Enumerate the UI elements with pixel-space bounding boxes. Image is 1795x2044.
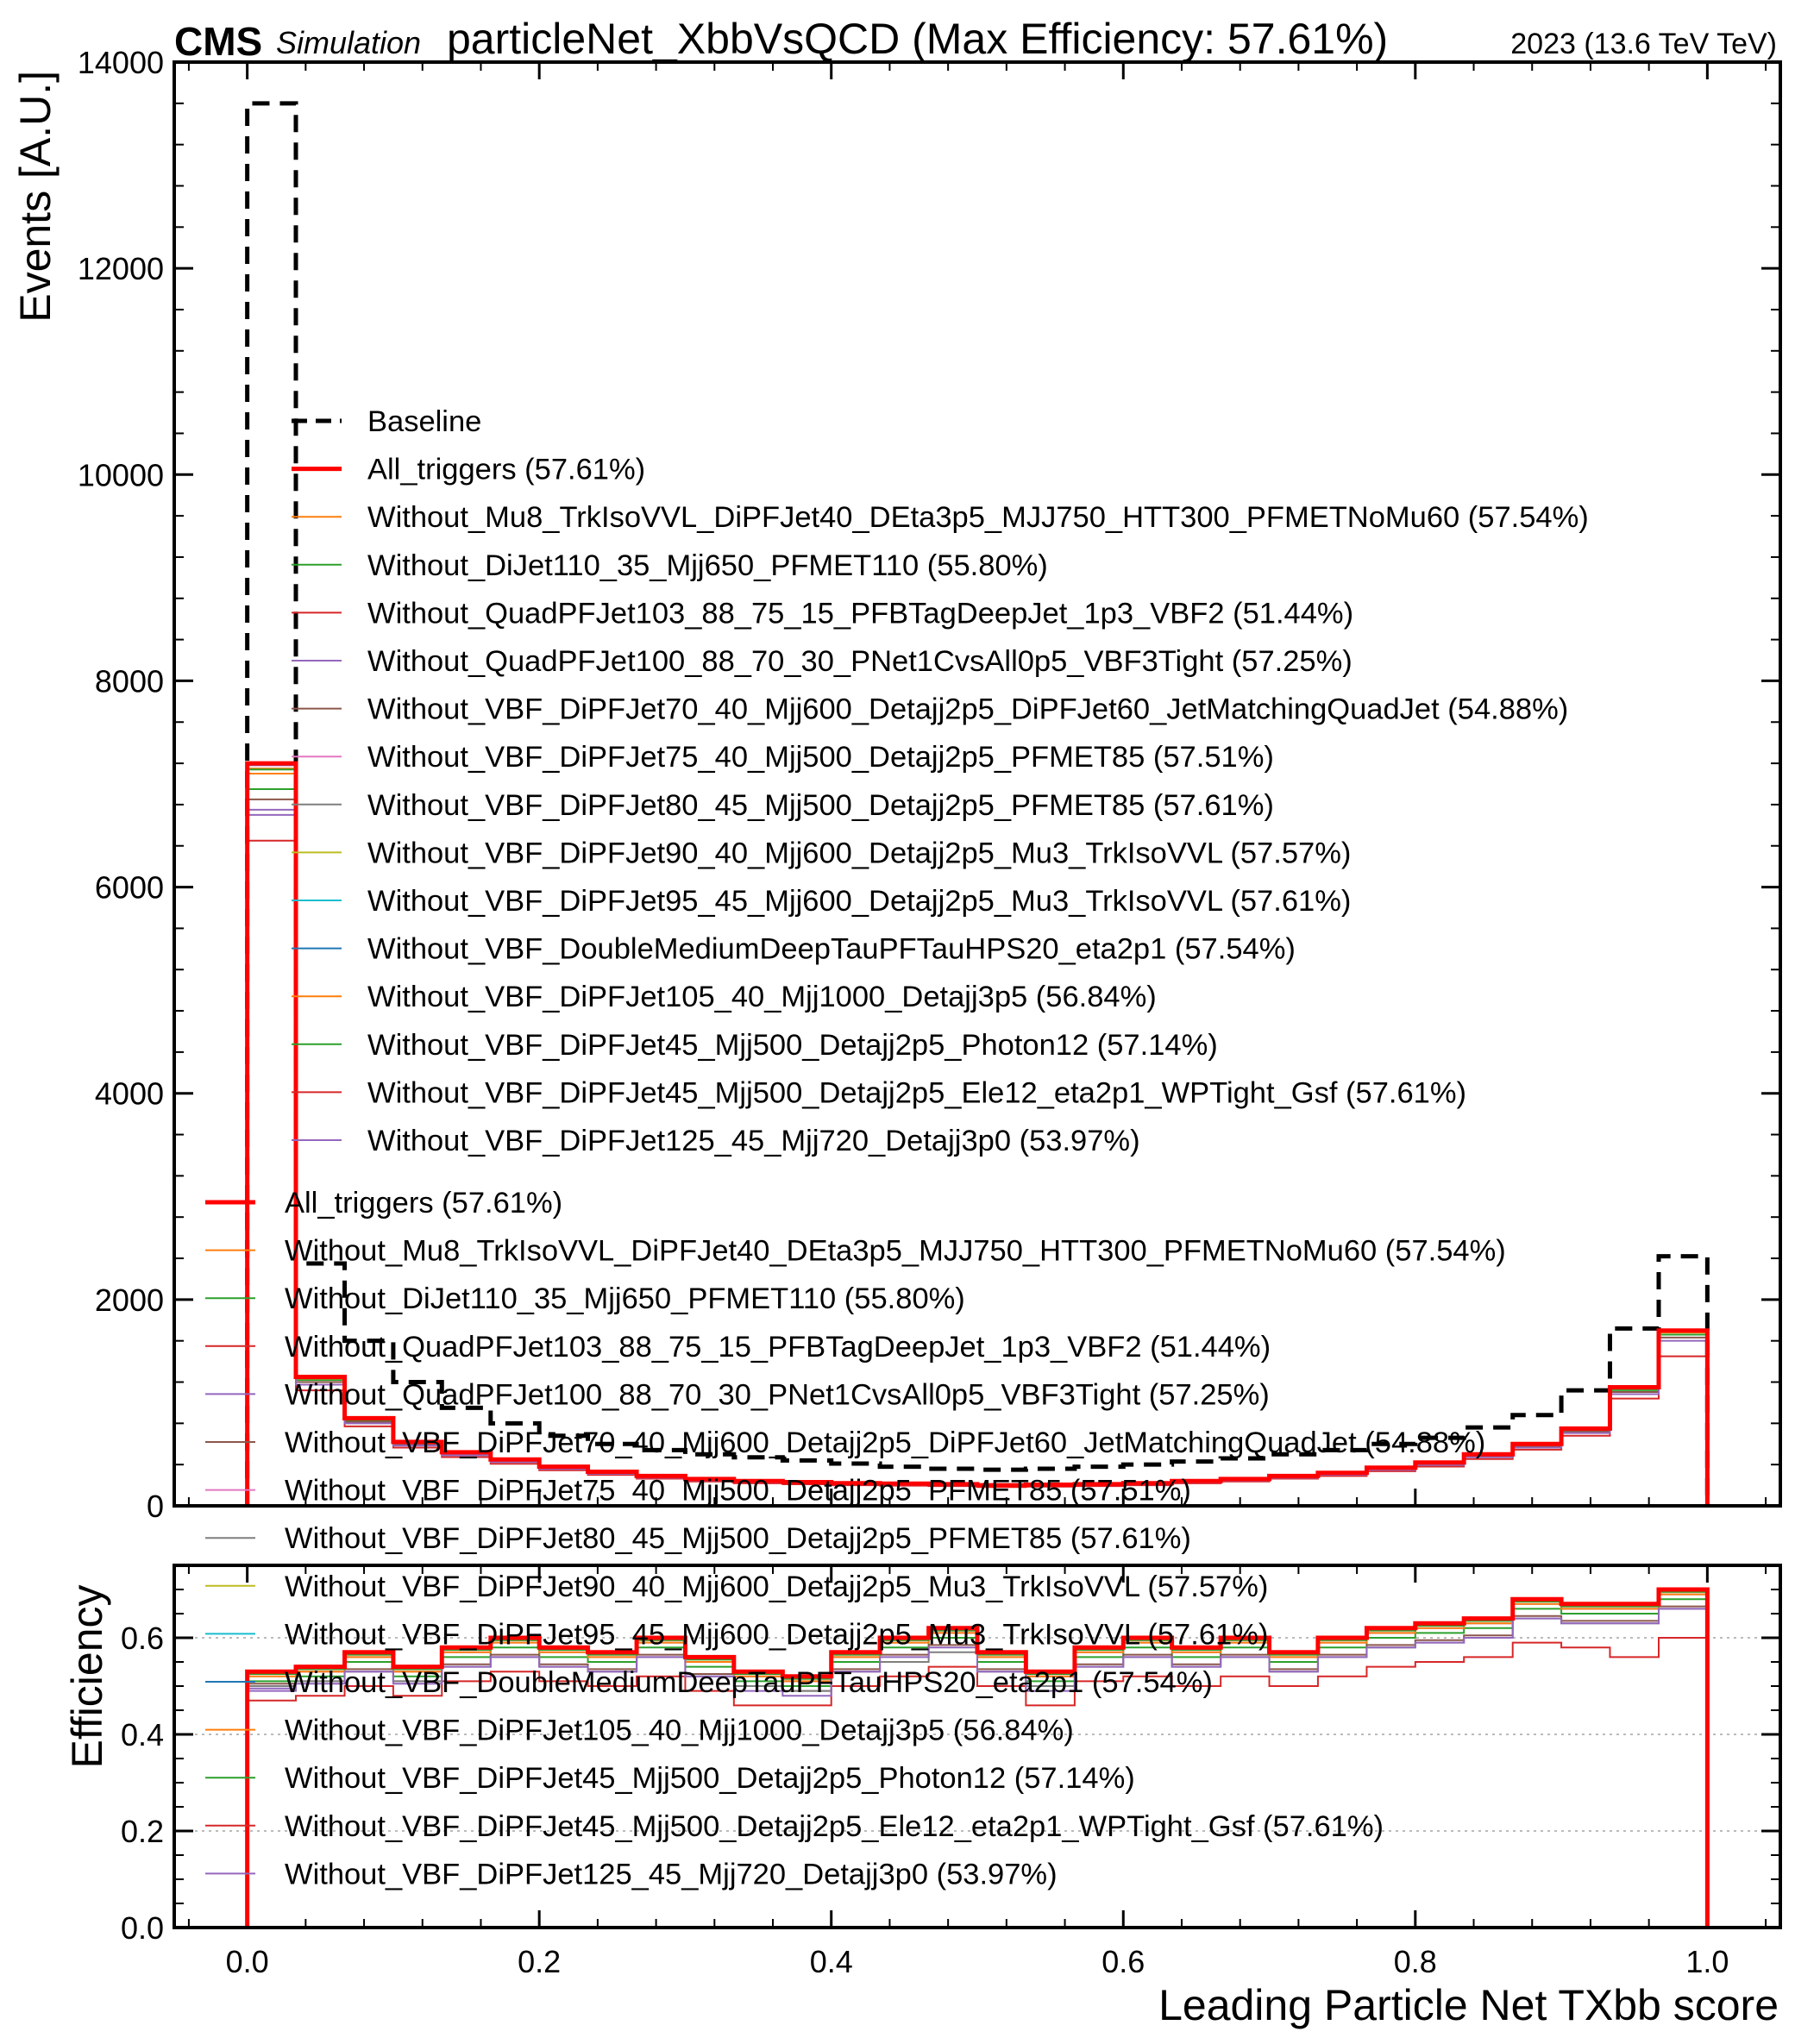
x-tick-label: 0.6 xyxy=(1101,1944,1145,1979)
chart-title: particleNet_XbbVsQCD (Max Efficiency: 57… xyxy=(447,15,1388,63)
top-frame xyxy=(173,60,1782,1508)
y-tick-label: 2000 xyxy=(95,1282,164,1318)
legend-entry: Without_QuadPFJet100_88_70_30_PNet1CvsAl… xyxy=(285,1378,1270,1411)
legend-entry: Without_VBF_DiPFJet90_40_Mjj600_Detajj2p… xyxy=(367,837,1351,869)
series-without-quadpfjet103-88-75-15-pfbtagdeepjet-1p3-vbf2 xyxy=(246,1637,1709,1928)
legend-entry: Without_DiJet110_35_Mjj650_PFMET110 (55.… xyxy=(285,1282,965,1315)
legend-entry: Without_VBF_DiPFJet70_40_Mjj600_Detajj2p… xyxy=(285,1426,1485,1459)
y-tick-label: 0.0 xyxy=(121,1910,164,1946)
x-tick-label: 0.4 xyxy=(810,1944,853,1979)
legend-entry: Without_VBF_DiPFJet45_Mjj500_Detajj2p5_E… xyxy=(367,1076,1466,1109)
legend-entry: Without_VBF_DiPFJet80_45_Mjj500_Detajj2p… xyxy=(285,1522,1191,1555)
y-tick-label: 0.2 xyxy=(121,1814,164,1849)
bottom-series xyxy=(245,1587,1710,1928)
bottom-panel: 0.0 0.2 0.4 0.6 0.8 1.0 0.0 0.2 0.4 0.6 Efficienc… xyxy=(63,1564,1782,2029)
series-all-triggers xyxy=(245,761,1710,1506)
legend-entry: Without_VBF_DiPFJet45_Mjj500_Detajj2p5_P… xyxy=(285,1762,1135,1795)
y-tick-label: 12000 xyxy=(78,251,164,286)
legend-entry: Without_VBF_DiPFJet105_40_Mjj1000_Detajj… xyxy=(285,1715,1074,1747)
x-tick-label: 0.8 xyxy=(1394,1944,1437,1979)
legend-entry: Baseline xyxy=(367,405,481,438)
cms-label: CMS xyxy=(174,19,262,64)
legend-entry: Without_VBF_DiPFJet105_40_Mjj1000_Detajj… xyxy=(367,981,1157,1013)
legend-entry: Without_QuadPFJet103_88_75_15_PFBTagDeep… xyxy=(285,1331,1271,1364)
y-tick-label: 14000 xyxy=(78,45,164,80)
legend-top-panel: Baseline All_triggers (57.61%) Without_Mu8… xyxy=(292,405,1589,1157)
legend-entry: Without_VBF_DiPFJet90_40_Mjj600_Detajj2p… xyxy=(285,1571,1268,1603)
legend-entry: Without_VBF_DiPFJet70_40_Mjj600_Detajj2p… xyxy=(367,693,1568,726)
legend-entry: Without_VBF_DiPFJet95_45_Mjj600_Detajj2p… xyxy=(367,885,1351,918)
x-tick-label: 1.0 xyxy=(1685,1944,1729,1979)
y-tick-label: 8000 xyxy=(95,663,164,699)
legend-entry: Without_QuadPFJet103_88_75_15_PFBTagDeep… xyxy=(367,597,1353,630)
top-panel: 0 2000 4000 6000 8000 10000 12000 14000 Events … xyxy=(11,45,1782,1524)
top-series xyxy=(245,101,1710,1506)
legend-entry: Without_DiJet110_35_Mjj650_PFMET110 (55.… xyxy=(367,549,1048,582)
y-tick-label: 0.6 xyxy=(121,1621,164,1656)
y-tick-label: 6000 xyxy=(95,870,164,906)
legend-entry: Without_VBF_DiPFJet45_Mjj500_Detajj2p5_P… xyxy=(367,1029,1218,1062)
legend-entry: All_triggers (57.61%) xyxy=(285,1187,562,1220)
legend-entry: Without_VBF_DoubleMediumDeepTauPFTauHPS2… xyxy=(367,933,1296,966)
legend-entry: Without_VBF_DiPFJet125_45_Mjj720_Detajj3… xyxy=(367,1125,1140,1157)
legend-entry: Without_Mu8_TrkIsoVVL_DiPFJet40_DEta3p5_… xyxy=(285,1235,1506,1268)
legend-entry: Without_VBF_DiPFJet125_45_Mjj720_Detajj3… xyxy=(285,1858,1058,1890)
lumi-label: 2023 (13.6 TeV TeV) xyxy=(1510,28,1777,60)
legend-entry: All_triggers (57.61%) xyxy=(367,454,645,486)
bottom-frame xyxy=(173,1564,1782,1929)
series-all-triggers xyxy=(245,1587,1710,1928)
legend-entry: Without_VBF_DiPFJet45_Mjj500_Detajj2p5_E… xyxy=(285,1810,1384,1843)
legend-entry: Without_Mu8_TrkIsoVVL_DiPFJet40_DEta3p5_… xyxy=(367,501,1589,534)
legend-entry: Without_VBF_DiPFJet80_45_Mjj500_Detajj2p… xyxy=(367,789,1274,822)
bottom-y-axis-label: Efficiency xyxy=(63,1584,111,1768)
y-tick-label: 0 xyxy=(147,1489,164,1524)
y-tick-label: 4000 xyxy=(95,1076,164,1112)
legend-entry: Without_VBF_DiPFJet75_40_Mjj500_Detajj2p… xyxy=(367,741,1274,774)
x-tick-label: 0.0 xyxy=(226,1944,269,1979)
legend-entry: Without_VBF_DiPFJet95_45_Mjj600_Detajj2p… xyxy=(285,1618,1268,1651)
legend-entry: Without_QuadPFJet100_88_70_30_PNet1CvsAl… xyxy=(367,645,1353,678)
simulation-label: Simulation xyxy=(276,25,421,60)
y-tick-label: 10000 xyxy=(78,457,164,492)
legend-bottom-panel: All_triggers (57.61%) Without_Mu8_TrkIsoV… xyxy=(205,1187,1506,1890)
top-y-axis-label: Events [A.U.] xyxy=(11,71,60,323)
legend-entry: Without_VBF_DoubleMediumDeepTauPFTauHPS2… xyxy=(285,1666,1213,1699)
x-axis-label: Leading Particle Net TXbb score xyxy=(1158,1981,1779,2029)
y-tick-label: 0.4 xyxy=(121,1717,164,1752)
x-tick-label: 0.2 xyxy=(518,1944,561,1979)
legend-entry: Without_VBF_DiPFJet75_40_Mjj500_Detajj2p… xyxy=(285,1475,1191,1508)
